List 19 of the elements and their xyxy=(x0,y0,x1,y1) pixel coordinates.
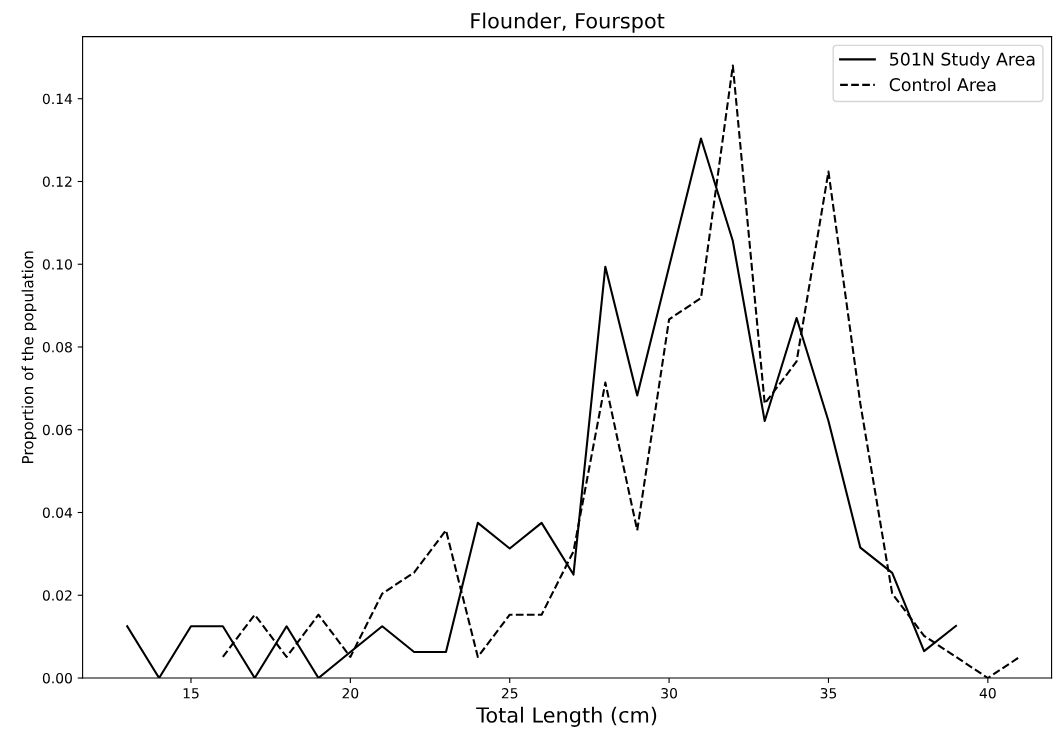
x-axis-title: Total Length (cm) xyxy=(476,706,657,727)
y-tick-label: 0.14 xyxy=(42,93,73,105)
x-tick-label: 35 xyxy=(820,687,837,699)
y-tick-label: 0.10 xyxy=(42,259,72,270)
y-tick-label: 0.06 xyxy=(42,424,73,436)
chart-title: Flounder, Fourspot xyxy=(471,12,665,33)
y-tick-label: 0.12 xyxy=(42,176,72,187)
legend-label: 501N Study Area xyxy=(890,52,1035,70)
x-tick-label: 25 xyxy=(501,687,518,699)
x-tick-label: 30 xyxy=(661,687,678,699)
y-axis-title: Proportion of the population xyxy=(21,251,37,464)
x-tick-label: 20 xyxy=(342,687,359,699)
x-tick-label: 15 xyxy=(183,688,199,699)
y-tick-label: 0.02 xyxy=(42,590,72,601)
y-tick-label: 0.00 xyxy=(42,672,72,684)
x-tick-label: 40 xyxy=(979,687,996,699)
y-tick-label: 0.08 xyxy=(42,341,72,353)
legend-label: Control Area xyxy=(889,77,996,92)
y-tick-label: 0.04 xyxy=(42,507,73,518)
